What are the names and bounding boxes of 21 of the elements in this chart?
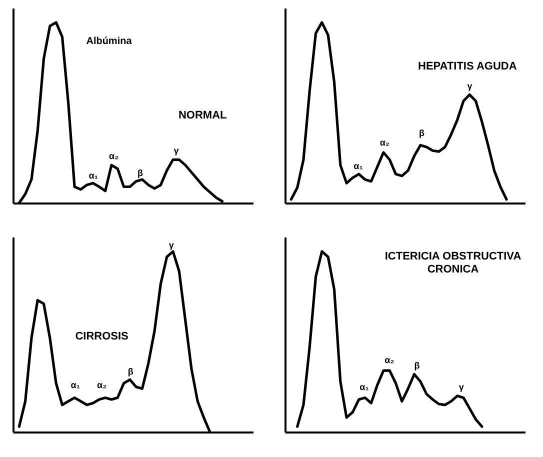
annotation: α₁ [354,160,364,171]
annotation: α₂ [380,138,390,148]
annotation: α₁ [70,380,80,390]
text: NORMAL [178,109,228,122]
annotation: β [128,366,134,377]
annotation: γ [458,382,464,392]
text: ICTERICIA OBSTRUCTIVA CRONICA [384,250,522,276]
text: CIRROSIS [75,330,128,342]
annotation: α₂ [97,380,107,390]
annotation: α₁ [88,170,98,181]
annotation: α₂ [384,354,394,365]
annotation: β [419,128,426,138]
annotation: α₁ [360,382,370,392]
annotation: Albúmina [86,36,132,48]
annotation: γ [467,81,472,91]
text: HEPATITIS AGUDA [418,60,517,72]
annotation: γ [174,145,179,156]
annotation: β [414,360,420,371]
annotation: β [137,168,144,178]
annotation: α₂ [109,151,119,162]
text: γ [168,240,174,250]
